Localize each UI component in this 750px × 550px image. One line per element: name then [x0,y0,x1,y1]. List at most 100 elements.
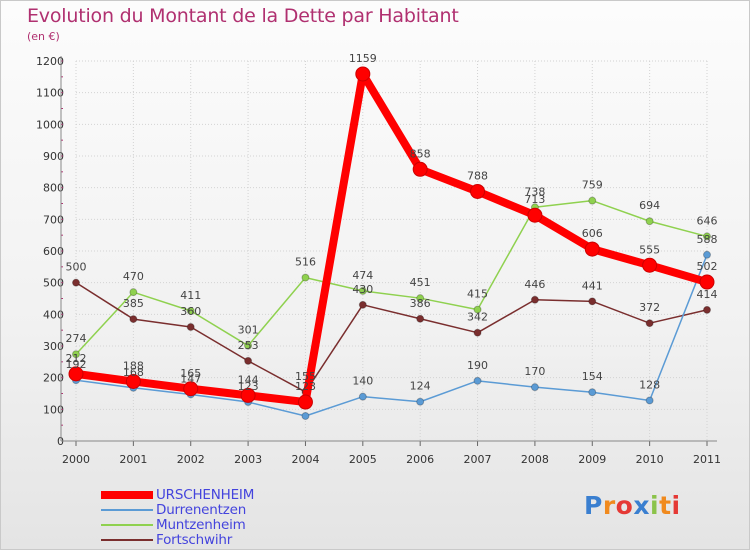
data-point [527,207,543,223]
y-tick-label: 0 [57,435,64,448]
data-label: 168 [123,366,144,379]
data-label: 385 [123,297,144,310]
data-label: 155 [295,370,316,383]
chart-title: Evolution du Montant de la Dette par Hab… [27,5,459,27]
x-tick-label: 2009 [578,453,606,466]
y-tick-label: 600 [43,245,64,258]
data-label: 474 [352,269,373,282]
data-label: 451 [410,276,431,289]
data-label: 500 [66,261,87,274]
data-point [358,300,367,309]
legend-item: Durrenentzen [101,503,401,518]
data-label: 430 [352,283,373,296]
x-tick-label: 2001 [119,453,147,466]
data-label: 301 [238,324,259,337]
data-point [301,273,310,282]
data-label: 646 [697,214,718,227]
data-point [72,278,80,287]
data-point [416,314,425,323]
data-point [645,217,654,226]
data-point [183,381,199,397]
proxiti-logo: Proxiti [584,491,681,520]
data-label: 386 [410,297,431,310]
y-tick-label: 200 [43,372,64,385]
data-label: 360 [180,305,201,318]
x-tick-label: 2002 [177,453,205,466]
data-point [186,323,195,331]
data-label: 140 [352,375,373,388]
x-tick-label: 2007 [464,453,492,466]
data-point [588,388,597,397]
data-label: 516 [295,256,316,269]
legend-swatch [101,524,153,526]
y-tick-label: 300 [43,340,64,353]
data-point [297,394,313,410]
chart-legend: URSCHENHEIM Durrenentzen Muntzenheim Fortsc… [101,488,401,548]
data-label: 123 [238,380,259,393]
data-label: 147 [180,372,201,385]
data-label: 415 [467,288,488,301]
data-point [588,297,597,306]
data-label: 470 [123,270,144,283]
x-tick-label: 2000 [62,453,90,466]
x-tick-label: 2003 [234,453,262,466]
data-point [412,161,428,177]
y-tick-label: 1000 [36,118,64,131]
data-point [699,274,715,290]
legend-item: URSCHENHEIM [101,488,401,503]
data-label: 411 [180,289,201,302]
data-point [416,294,425,303]
data-point [642,257,658,273]
data-point [301,411,310,420]
x-tick-label: 2004 [291,453,319,466]
data-label: 694 [639,199,660,212]
data-label: 144 [238,373,259,386]
data-point [186,306,195,315]
y-tick-label: 800 [43,182,64,195]
legend-item: Muntzenheim [101,518,401,533]
legend-label: Fortschwihr [156,532,233,548]
data-point [358,392,367,401]
data-point [72,350,80,359]
series-line-muntzenheim [75,199,708,355]
legend-label: Durrenentzen [156,502,247,518]
data-label: 372 [639,301,660,314]
data-label: 441 [582,279,603,292]
x-tick-label: 2006 [406,453,434,466]
x-tick-label: 2011 [693,453,721,466]
legend-label: URSCHENHEIM [156,487,255,503]
legend-swatch [101,539,153,541]
data-point [129,288,138,297]
data-point [645,396,654,405]
data-label: 606 [582,227,603,240]
y-tick-label: 100 [43,403,64,416]
legend-item: Fortschwihr [101,533,401,548]
data-point [588,196,597,205]
data-label: 124 [410,380,431,393]
series-line-durrenentzen [75,254,708,417]
data-label: 165 [180,367,201,380]
data-label: 788 [467,169,488,182]
data-point [473,305,482,314]
legend-swatch [101,491,153,499]
data-point [358,286,367,295]
data-label: 170 [524,365,545,378]
data-label: 759 [582,179,603,192]
data-label: 190 [467,359,488,372]
data-point [530,383,539,392]
y-tick-label: 700 [43,213,64,226]
data-label: 446 [524,278,545,291]
data-label: 713 [524,193,545,206]
chart-subtitle: (en €) [27,30,60,43]
data-point [355,66,371,82]
data-label: 555 [639,243,660,256]
y-tick-label: 900 [43,150,64,163]
legend-swatch [101,509,153,511]
data-point [470,183,486,199]
data-point [530,295,539,304]
data-point [129,315,138,324]
x-tick-label: 2010 [636,453,664,466]
data-point [703,250,711,259]
data-point [125,373,141,389]
